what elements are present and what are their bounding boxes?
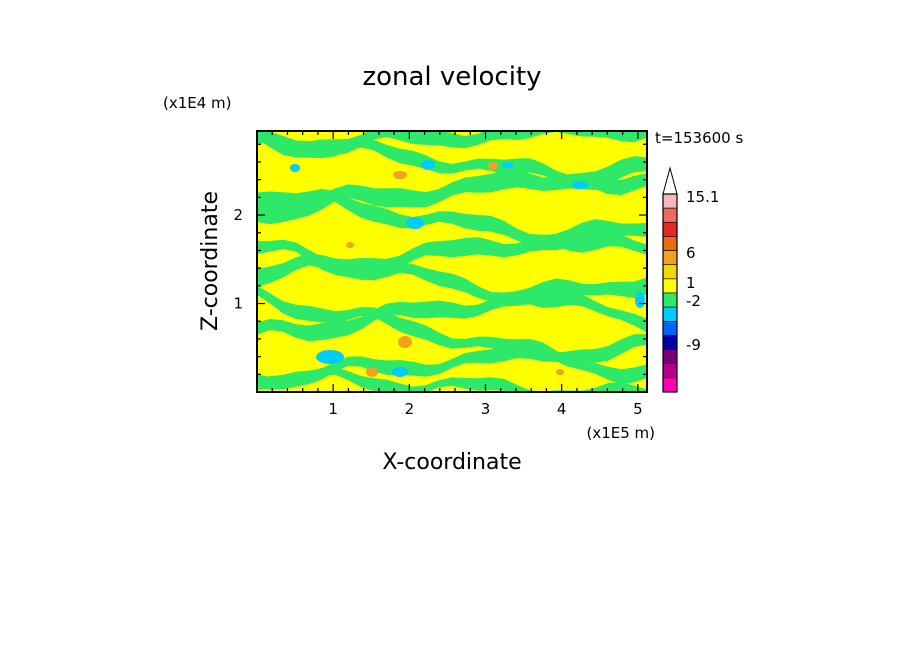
colorbar-segment [662, 335, 678, 350]
x-tick-label: 3 [481, 400, 491, 418]
velocity-band [257, 367, 647, 392]
colorbar-label: -2 [686, 292, 701, 310]
colorbar-segment [662, 306, 678, 322]
x-scale-label: (x1E5 m) [586, 424, 655, 442]
velocity-band [257, 156, 647, 225]
time-label: t=153600 s [655, 129, 743, 147]
plot-frame [256, 130, 648, 393]
colorbar-segment [662, 193, 678, 209]
velocity-blob [572, 181, 588, 189]
velocity-bands [257, 131, 647, 392]
velocity-blob [393, 171, 407, 179]
y-scale-label: (x1E4 m) [163, 94, 232, 112]
colorbar-labels: 15.1 6 1-2 -9 [686, 188, 719, 354]
colorbar-label: 6 [686, 244, 696, 262]
colorbar-segment [662, 363, 678, 379]
chart-title: zonal velocity [362, 62, 541, 92]
velocity-blob [290, 164, 300, 172]
velocity-band [257, 239, 647, 333]
velocity-band [257, 277, 647, 342]
y-axis-ticks: 12 [233, 143, 647, 375]
colorbar-segment [662, 221, 678, 237]
colorbar-frame [662, 193, 678, 393]
colorbar-segment [662, 292, 678, 308]
colorbar-segment [662, 377, 678, 393]
x-tick-label: 4 [557, 400, 567, 418]
colorbar-segment [662, 349, 678, 365]
x-axis-label: X-coordinate [382, 450, 521, 475]
velocity-band [257, 131, 647, 158]
colorbar-segment [662, 264, 678, 280]
velocity-blob [316, 350, 344, 364]
velocity-band [257, 285, 647, 385]
velocity-blob [488, 162, 498, 170]
colorbar-label: 15.1 [686, 188, 719, 206]
heatmap-field [257, 131, 647, 392]
velocity-blob [346, 242, 354, 248]
colorbar-segment [662, 207, 678, 223]
velocity-band [257, 131, 647, 196]
y-axis-label: Z-coordinate [198, 191, 223, 331]
x-tick-label: 1 [328, 400, 338, 418]
velocity-blob [502, 162, 514, 168]
colorbar-segment [662, 278, 678, 294]
velocity-blob [392, 367, 408, 377]
colorbar-segment [662, 236, 678, 251]
x-tick-label: 2 [405, 400, 415, 418]
velocity-blob [635, 292, 645, 308]
x-axis-ticks: 1 2 3 4 5 [271, 131, 643, 418]
y-tick-label: 2 [233, 206, 243, 224]
velocity-blob [366, 367, 378, 377]
colorbar [662, 166, 678, 393]
colorbar-arrow [662, 166, 678, 195]
y-tick-label: 1 [233, 295, 243, 313]
colorbar-label: -9 [686, 336, 701, 354]
x-tick-label: 5 [633, 400, 643, 418]
colorbar-segment [662, 250, 678, 266]
velocity-blob [406, 217, 424, 229]
colorbar-label: 1 [686, 274, 696, 292]
colorbar-segment [662, 320, 678, 336]
velocity-blob [556, 369, 564, 375]
velocity-blob [421, 160, 435, 170]
velocity-blob [398, 336, 412, 348]
velocity-band [257, 334, 647, 390]
